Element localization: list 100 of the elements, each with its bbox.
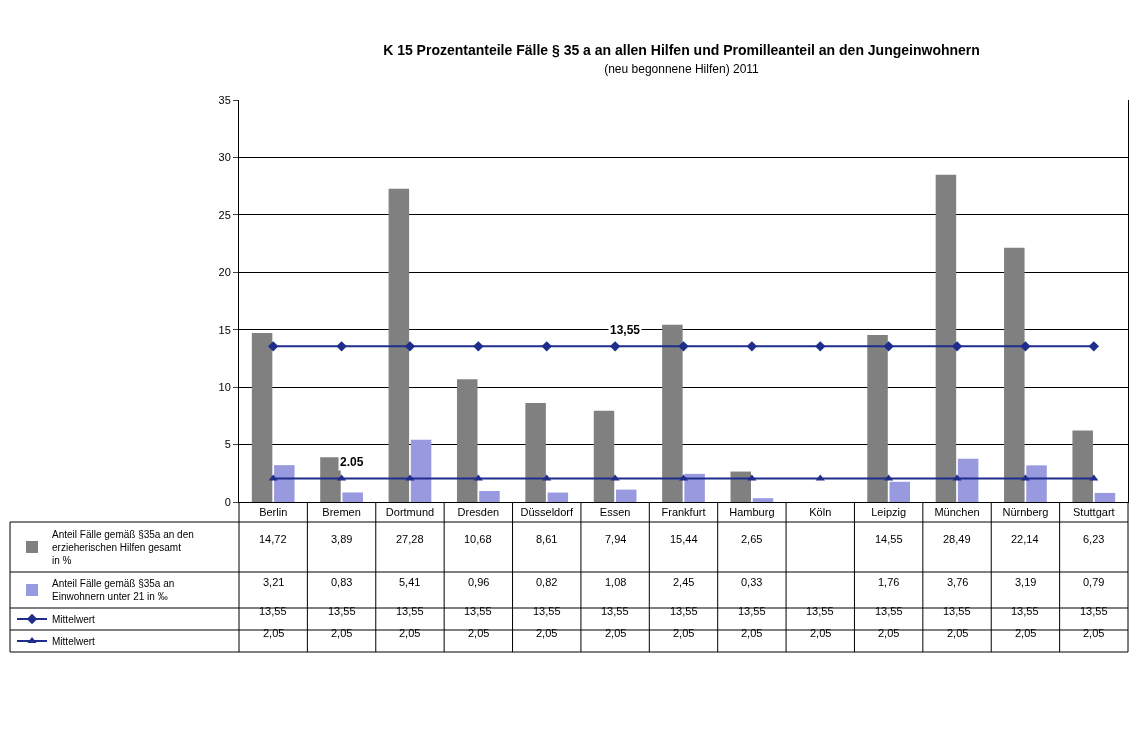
- y-tick-label: 5: [224, 438, 231, 451]
- bar: [410, 439, 432, 502]
- data-label: 2,05: [536, 627, 558, 639]
- bar: [957, 458, 979, 502]
- bar: [1026, 465, 1047, 502]
- data-label: 5,41: [399, 576, 421, 588]
- data-label: 13,55: [533, 605, 561, 617]
- data-label: 0,83: [331, 576, 353, 588]
- data-label: 2,05: [399, 627, 421, 639]
- data-label: 2,05: [673, 627, 695, 639]
- legend-label: Mittelwert: [52, 635, 96, 647]
- bar: [752, 498, 774, 502]
- bar: [684, 473, 705, 502]
- data-label: 13,55: [1011, 605, 1039, 617]
- data-label: 15,44: [670, 533, 698, 545]
- y-tick-label: 15: [218, 323, 231, 336]
- data-label: 3,21: [263, 576, 285, 588]
- bar: [479, 490, 500, 502]
- x-tick-label: Düsseldorf: [520, 506, 574, 519]
- data-label: 3,19: [1015, 576, 1037, 588]
- data-label: 2,05: [605, 627, 627, 639]
- data-label: 0,33: [741, 576, 763, 588]
- x-tick-label: Essen: [599, 506, 631, 519]
- data-label: 13,55: [259, 605, 287, 617]
- data-label: 13,55: [806, 605, 834, 617]
- data-label: 8,61: [536, 533, 558, 545]
- x-tick-label: Dresden: [457, 506, 500, 519]
- x-tick-label: Berlin: [259, 506, 288, 519]
- data-label: 2,05: [1015, 627, 1037, 639]
- data-label: 1,08: [605, 576, 627, 588]
- x-tick-label: Hamburg: [729, 506, 775, 519]
- data-label: 3,89: [331, 533, 353, 545]
- data-label: 6,23: [1083, 533, 1105, 545]
- data-label: 13,55: [601, 605, 629, 617]
- data-label: 2,05: [947, 627, 969, 639]
- data-label: 27,28: [396, 533, 424, 545]
- x-tick-label: Stuttgart: [1073, 506, 1115, 519]
- bar: [593, 410, 615, 502]
- bar: [889, 481, 911, 502]
- bar: [1094, 492, 1116, 502]
- legend-label: Anteil Fälle gemäß §35a an Einwohnern unter 21 in ‰: [52, 578, 175, 603]
- data-label: 2,05: [1083, 627, 1105, 639]
- data-label: 13,55: [464, 605, 492, 617]
- data-label: 13,55: [396, 605, 424, 617]
- data-label: 0,96: [468, 576, 490, 588]
- bar: [867, 334, 888, 502]
- bar: [388, 188, 410, 502]
- x-tick-label: Dortmund: [385, 506, 435, 519]
- x-tick-label: Frankfurt: [661, 506, 706, 519]
- data-label: 13,55: [1080, 605, 1108, 617]
- data-label: 13,55: [943, 605, 971, 617]
- x-tick-label: Leipzig: [871, 506, 907, 519]
- data-label: 2,05: [810, 627, 832, 639]
- y-tick-label: 20: [218, 266, 231, 279]
- data-label: 2,05: [741, 627, 763, 639]
- chart-subtitle: (neu begonnene Hilfen) 2011: [604, 62, 760, 77]
- data-label: 2,05: [468, 627, 490, 639]
- data-label: 10,68: [464, 533, 492, 545]
- legend-label: Anteil Fälle gemäß §35a an den erzieherischen Hilfen gesamt in %: [52, 528, 194, 566]
- data-label: 14,72: [259, 533, 287, 545]
- x-tick-label: Nürnberg: [1002, 506, 1049, 519]
- data-label: 28,49: [943, 533, 971, 545]
- data-label: 14,55: [875, 533, 903, 545]
- data-label: 0,79: [1083, 576, 1105, 588]
- y-tick-label: 35: [218, 93, 231, 106]
- data-label: 13,55: [738, 605, 766, 617]
- y-tick-label: 0: [224, 495, 231, 508]
- data-label: 13,55: [670, 605, 698, 617]
- bar: [935, 174, 957, 502]
- bar: [342, 492, 363, 502]
- annotation: 13,55: [610, 323, 641, 337]
- legend-label: Mittelwert: [52, 613, 96, 625]
- data-label: 2,65: [741, 533, 763, 545]
- annotation: 2.05: [340, 455, 364, 469]
- chart-title: K 15 Prozentanteile Fälle § 35 a an allen Hilfen und Promilleanteil an den Jungeinwohnern: [383, 42, 980, 58]
- bar: [251, 332, 273, 502]
- data-label: 13,55: [328, 605, 356, 617]
- data-label: 22,14: [1011, 533, 1039, 545]
- data-label: 1,76: [878, 576, 900, 588]
- data-label: 2,05: [331, 627, 353, 639]
- data-label: 2,05: [878, 627, 900, 639]
- x-tick-label: Köln: [809, 506, 832, 519]
- bar: [1072, 430, 1093, 502]
- bar: [1004, 247, 1025, 502]
- data-label: 2,05: [263, 627, 285, 639]
- x-tick-label: Bremen: [322, 506, 361, 519]
- data-label: 7,94: [605, 533, 627, 545]
- bar: [525, 403, 546, 502]
- y-tick-label: 25: [218, 208, 231, 221]
- y-tick-label: 30: [218, 151, 231, 164]
- bar: [547, 492, 569, 502]
- data-label: 0,82: [536, 576, 558, 588]
- bar: [456, 379, 478, 502]
- data-label: 3,76: [947, 576, 969, 588]
- bar: [274, 465, 295, 502]
- bar: [615, 489, 637, 502]
- bar: [320, 457, 341, 502]
- data-label: 13,55: [875, 605, 903, 617]
- data-label: 2,45: [673, 576, 695, 588]
- y-tick-label: 10: [218, 380, 231, 393]
